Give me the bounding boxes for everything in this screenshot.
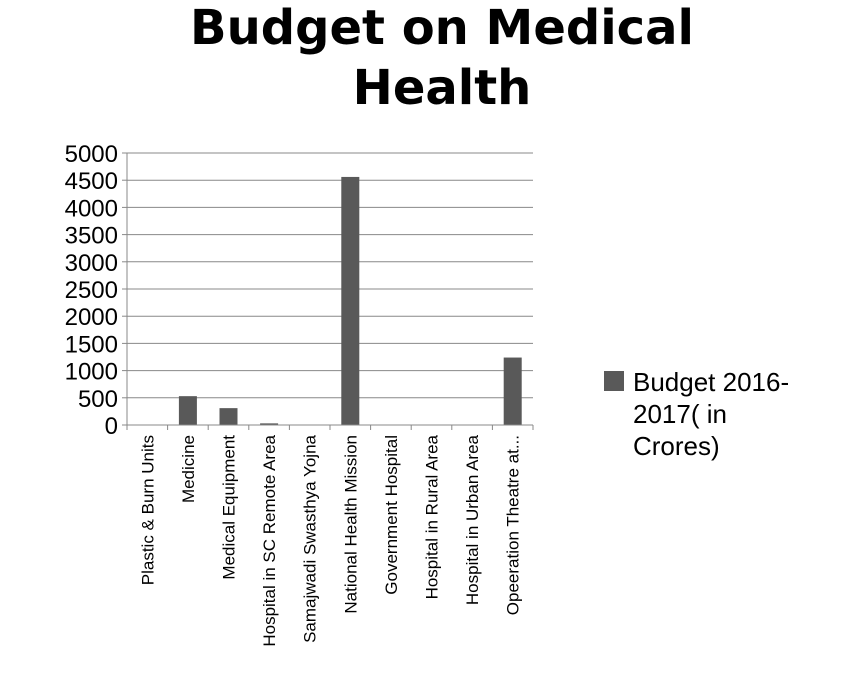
x-category-label: Government Hospital [382,435,401,595]
x-category-label: Opeeration Theatre at... [504,435,523,615]
legend-label-line-1: Budget 2016- [633,367,789,397]
chart-title-line-2: Health [353,60,532,116]
y-tick-label: 0 [105,413,118,440]
x-category-label: Hospital in Urban Area [463,434,482,605]
x-category-label: Samajwadi Swasthya Yojna [301,434,320,642]
legend-swatch [604,371,624,391]
legend: Budget 2016- 2017( in Crores) [604,367,789,461]
x-axis-labels: Plastic & Burn Units Medicine Medical Equi… [138,434,522,646]
y-tick-label: 4000 [65,195,118,222]
bar [219,408,238,425]
bar [260,423,279,425]
y-tick-label: 3500 [65,223,118,250]
x-category-label: Medicine [179,435,198,503]
bar [341,176,360,425]
legend-label-line-2: 2017( in [633,399,727,429]
x-axis-tick-marks [126,425,534,430]
gridlines [127,152,533,399]
y-tick-label: 1000 [65,359,118,386]
legend-label-line-3: Crores) [633,431,720,461]
x-category-label: Medical Equipment [220,435,239,580]
y-tick-label: 3000 [65,250,118,277]
x-category-label: National Health Mission [341,435,360,614]
x-category-label: Hospital in Rural Area [423,434,442,599]
chart-title-line-1: Budget on Medical [190,0,694,56]
y-tick-label: 5000 [65,141,118,168]
y-tick-label: 2000 [65,304,118,331]
x-category-label: Hospital in SC Remote Area [260,434,279,646]
chart-title: Budget on Medical Health [190,0,694,116]
y-tick-label: 4500 [65,168,118,195]
bars [178,176,522,425]
y-tick-label: 2500 [65,277,118,304]
y-tick-label: 1500 [65,331,118,358]
bar [178,396,197,425]
x-category-label: Plastic & Burn Units [138,435,157,585]
y-tick-label: 500 [78,386,118,413]
bar [503,357,522,425]
